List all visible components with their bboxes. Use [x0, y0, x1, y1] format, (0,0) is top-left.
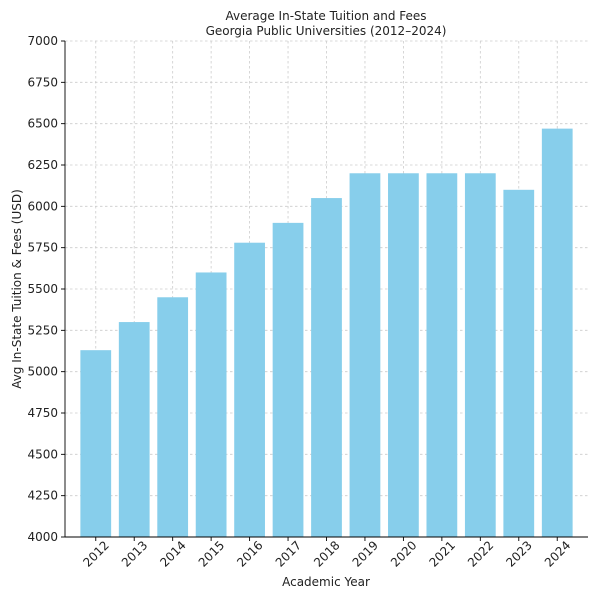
x-tick-label: 2022 [465, 538, 496, 569]
x-tick-label: 2018 [311, 538, 342, 569]
bars [80, 128, 573, 538]
y-tick-label: 4750 [27, 406, 58, 420]
y-tick-label: 5000 [27, 365, 58, 379]
x-tick-label: 2014 [157, 538, 188, 569]
y-tick-label: 4250 [27, 489, 58, 503]
x-axis-label: Academic Year [282, 575, 370, 589]
y-tick-label: 7000 [27, 34, 58, 48]
y-tick-label: 6750 [27, 75, 58, 89]
y-axis-label: Avg In-State Tuition & Fees (USD) [10, 189, 24, 389]
x-tick-label: 2020 [388, 538, 419, 569]
bar-2018 [311, 198, 342, 538]
y-tick-label: 6000 [27, 199, 58, 213]
x-tick-label: 2012 [80, 538, 111, 569]
bar-2013 [118, 322, 150, 537]
x-tick-label: 2021 [426, 538, 457, 569]
x-tick-label: 2015 [196, 538, 227, 569]
y-tick-label: 5750 [27, 241, 58, 255]
bar-2019 [349, 173, 381, 537]
bar-2023 [503, 189, 535, 538]
bar-2024 [541, 128, 573, 538]
axes [61, 40, 588, 541]
bar-2015 [195, 272, 227, 537]
y-tick-label: 5500 [27, 282, 58, 296]
x-tick-labels: 2012 2013 2014 2015 2016 2017 2018 2019 2020 2021… [80, 538, 573, 569]
bar-2014 [157, 297, 189, 537]
chart-subtitle: Georgia Public Universities (2012–2024) [206, 24, 447, 38]
bar-2020 [388, 173, 419, 537]
bar-2022 [464, 173, 496, 537]
y-tick-label: 4000 [27, 530, 58, 544]
y-tick-labels: 4000 4250 4500 4750 5000 5250 5500 5750 6000 6250… [27, 34, 58, 544]
bar-2017 [272, 222, 304, 537]
bar-2012 [80, 350, 112, 537]
x-tick-label: 2017 [273, 538, 304, 569]
bar-2016 [234, 242, 265, 537]
bar-2021 [426, 173, 458, 537]
chart-title: Average In-State Tuition and Fees [225, 9, 426, 23]
x-tick-label: 2016 [234, 538, 265, 569]
y-tick-label: 6500 [27, 117, 58, 131]
x-tick-label: 2024 [542, 538, 573, 569]
y-tick-label: 5250 [27, 323, 58, 337]
x-tick-label: 2023 [503, 538, 534, 569]
x-tick-label: 2013 [119, 538, 150, 569]
y-tick-label: 4500 [27, 447, 58, 461]
y-tick-label: 6250 [27, 158, 58, 172]
x-tick-label: 2019 [350, 538, 381, 569]
